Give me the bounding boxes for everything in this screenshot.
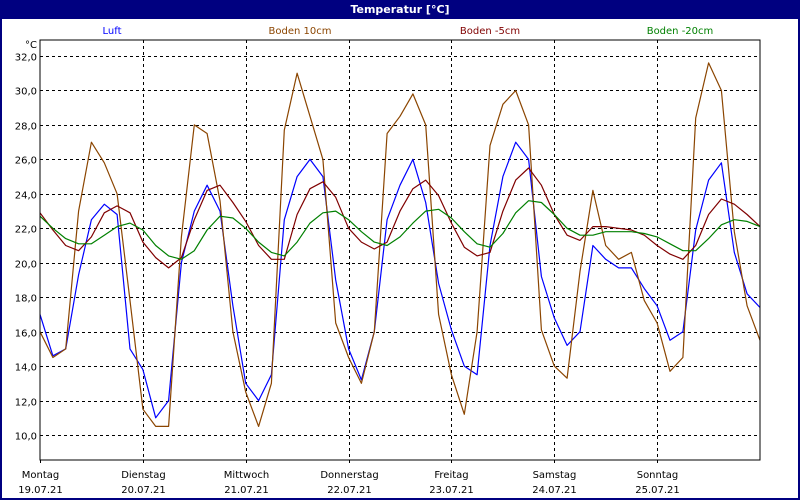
legend-entry: Boden -20cm bbox=[647, 26, 714, 37]
y-tick-label: 24,0 bbox=[15, 191, 37, 202]
series-line-boden-20cm bbox=[39, 200, 761, 260]
legend-entry: Boden -5cm bbox=[460, 26, 520, 37]
plot-frame bbox=[39, 39, 761, 461]
legend-entry: Boden 10cm bbox=[269, 26, 332, 37]
y-tick-label: 10,0 bbox=[15, 432, 37, 443]
x-tick-date: 25.07.21 bbox=[635, 485, 680, 496]
x-tick-day: Montag bbox=[22, 470, 59, 481]
x-tick-day: Samstag bbox=[533, 470, 577, 481]
y-tick-label: 28,0 bbox=[15, 122, 37, 133]
x-tick-date: 24.07.21 bbox=[532, 485, 577, 496]
series-line-boden-5cm bbox=[39, 167, 761, 269]
x-tick-date: 22.07.21 bbox=[327, 485, 372, 496]
x-tick-date: 19.07.21 bbox=[18, 485, 63, 496]
x-tick-date: 23.07.21 bbox=[429, 485, 474, 496]
y-tick-label: 14,0 bbox=[15, 363, 37, 374]
window-title: Temperatur [°C] bbox=[0, 0, 800, 19]
x-tick-day: Freitag bbox=[434, 470, 468, 481]
legend: Luft Boden 10cm Boden -5cm Boden -20cm bbox=[103, 26, 714, 37]
y-tick-label: 12,0 bbox=[15, 398, 37, 409]
x-tick-date: 20.07.21 bbox=[121, 485, 166, 496]
series-line-luft bbox=[39, 141, 761, 419]
grid bbox=[40, 40, 760, 460]
series-line-boden-10cm bbox=[39, 62, 761, 427]
y-tick-label: 22,0 bbox=[15, 225, 37, 236]
y-axis: °C 10,0 12,0 14,0 16,0 18,0 20,0 22,0 24,0 26,0 2… bbox=[15, 40, 37, 443]
y-tick-label: 18,0 bbox=[15, 294, 37, 305]
y-tick-label: 20,0 bbox=[15, 260, 37, 271]
y-tick-label: 30,0 bbox=[15, 87, 37, 98]
x-axis: Montag 19.07.21 Dienstag 20.07.21 Mittwoch 21… bbox=[18, 460, 680, 496]
legend-entry: Luft bbox=[103, 26, 122, 37]
y-axis-unit: °C bbox=[25, 40, 37, 51]
y-tick-label: 16,0 bbox=[15, 329, 37, 340]
x-tick-day: Mittwoch bbox=[224, 470, 269, 481]
x-tick-day: Sonntag bbox=[637, 470, 679, 481]
x-tick-day: Donnerstag bbox=[320, 470, 378, 481]
y-tick-label: 26,0 bbox=[15, 156, 37, 167]
series-lines bbox=[39, 62, 761, 427]
x-tick-day: Dienstag bbox=[121, 470, 166, 481]
x-tick-date: 21.07.21 bbox=[224, 485, 269, 496]
y-tick-label: 32,0 bbox=[15, 53, 37, 64]
